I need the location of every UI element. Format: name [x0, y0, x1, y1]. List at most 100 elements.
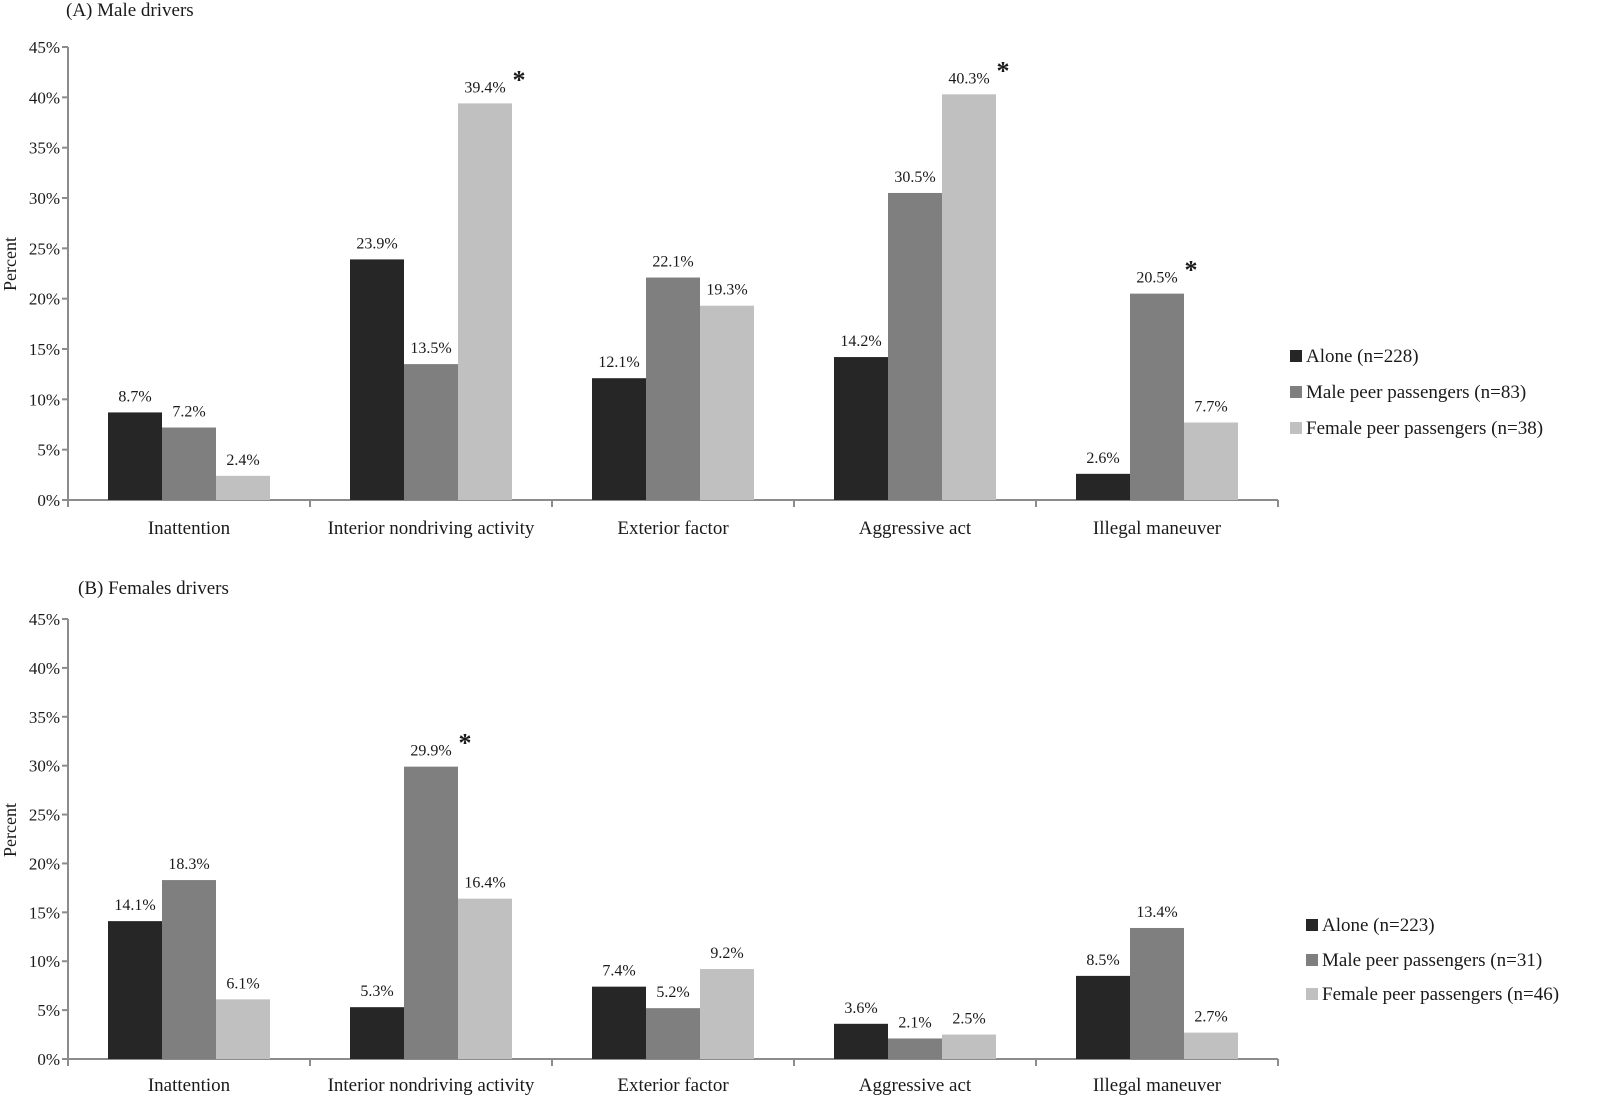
panel-a-bar-value-label: 2.4%	[226, 452, 259, 469]
panel-b-bar-value-label: 18.3%	[168, 856, 209, 873]
panel-b-bar-value-label: 9.2%	[710, 945, 743, 962]
panel-b-bar-value-label: 5.3%	[360, 983, 393, 1000]
panel-b-bar-value-label: 29.9%	[410, 743, 451, 760]
panel-a-y-tick-label: 40%	[29, 88, 60, 107]
panel-a-bar-value-label: 7.7%	[1194, 398, 1227, 415]
panel-a-legend-swatch-alone	[1290, 350, 1302, 362]
panel-b-bar-value-label: 2.5%	[952, 1011, 985, 1028]
panel-b-bar-female	[1184, 1032, 1238, 1059]
panel-a-y-tick-label: 15%	[29, 340, 60, 359]
panel-b-significance-marker: *	[459, 729, 472, 758]
panel-a-bar-value-label: 23.9%	[356, 235, 397, 252]
panel-a-bar-value-label: 22.1%	[652, 254, 693, 271]
panel-a-bar-alone	[592, 378, 646, 500]
panel-a-bar-male	[888, 192, 942, 500]
panel-b-bar-female	[216, 999, 270, 1059]
panel-b-legend-swatch-female	[1306, 988, 1318, 1000]
panel-b-bar-male	[404, 766, 458, 1059]
panel-b-y-tick-label: 20%	[29, 854, 60, 873]
panel-a-y-tick-label: 30%	[29, 189, 60, 208]
panel-a-y-tick-label: 35%	[29, 139, 60, 158]
panel-a-y-tick-label: 0%	[37, 491, 60, 510]
panel-b-bar-value-label: 8.5%	[1086, 952, 1119, 969]
panel-a-significance-marker: *	[997, 56, 1010, 85]
panel-a-y-tick-label: 5%	[37, 441, 60, 460]
panel-b-bar-value-label: 3.6%	[844, 1000, 877, 1017]
panel-b-title: (B) Females drivers	[78, 578, 229, 599]
panel-b-bar-value-label: 14.1%	[114, 897, 155, 914]
panel-b-legend-swatch-male	[1306, 954, 1318, 966]
panel-a-bar-value-label: 7.2%	[172, 404, 205, 421]
panel-b-bar-value-label: 2.1%	[898, 1014, 931, 1031]
panel-a-bar-alone	[108, 412, 162, 500]
panel-a-bar-value-label: 13.5%	[410, 340, 451, 357]
panel-a-bar-value-label: 19.3%	[706, 282, 747, 299]
panel-a-bar-value-label: 12.1%	[598, 354, 639, 371]
panel-b-y-tick-label: 40%	[29, 659, 60, 678]
panel-b-y-tick-label: 35%	[29, 708, 60, 727]
panel-a-legend-swatch-female	[1290, 422, 1302, 434]
panel-b-bar-alone	[834, 1023, 888, 1059]
panel-b-legend-label-alone: Alone (n=223)	[1322, 915, 1435, 936]
panel-b-bar-alone	[108, 921, 162, 1059]
panel-a-bar-female	[700, 305, 754, 500]
panel-a-bar-value-label: 30.5%	[894, 169, 935, 186]
panel-a-y-tick-label: 25%	[29, 239, 60, 258]
panel-b-bar-male	[162, 880, 216, 1059]
panel-b-bar-male	[888, 1038, 942, 1059]
panel-a-significance-marker: *	[1185, 256, 1198, 285]
panel-a-category-label: Exterior factor	[617, 518, 729, 539]
panel-b-legend-label-female: Female peer passengers (n=46)	[1322, 984, 1559, 1005]
panel-b-bar-alone	[350, 1007, 404, 1059]
panel-b-category-label: Interior nondriving activity	[328, 1075, 535, 1096]
panel-a-bar-value-label: 2.6%	[1086, 450, 1119, 467]
panel-b-bar-male	[1130, 927, 1184, 1059]
panel-b-y-tick-label: 25%	[29, 806, 60, 825]
panel-a-significance-marker: *	[513, 65, 526, 94]
panel-a-bar-value-label: 8.7%	[118, 388, 151, 405]
panel-a-male-drivers: (A) Male drivers Percent 0% 5% 10% 15% 20% 25…	[0, 0, 1543, 539]
panel-a-bar-male	[162, 427, 216, 500]
panel-b-y-tick-label: 10%	[29, 952, 60, 971]
panel-a-y-tick-label: 10%	[29, 390, 60, 409]
panel-b-category-label: Inattention	[148, 1075, 231, 1096]
panel-b-bar-value-label: 13.4%	[1136, 904, 1177, 921]
panel-a-bar-female	[942, 94, 996, 501]
panel-b-y-tick-label: 45%	[29, 610, 60, 629]
panel-b-bar-alone	[592, 986, 646, 1059]
panel-b-category-label: Illegal maneuver	[1093, 1075, 1222, 1096]
panel-a-bar-male	[646, 277, 700, 500]
panel-b-bar-value-label: 16.4%	[464, 875, 505, 892]
panel-a-y-tick-label: 45%	[29, 38, 60, 57]
panel-b-bar-female	[700, 969, 754, 1059]
panel-a-bar-value-label: 39.4%	[464, 79, 505, 96]
panel-a-bar-alone	[1076, 473, 1130, 500]
panel-b-y-tick-label: 30%	[29, 757, 60, 776]
panel-a-bar-value-label: 20.5%	[1136, 270, 1177, 287]
panel-a-title: (A) Male drivers	[66, 0, 194, 21]
panel-b-legend-label-male: Male peer passengers (n=31)	[1322, 950, 1542, 971]
panel-a-bar-value-label: 40.3%	[948, 70, 989, 87]
panel-b-y-tick-label: 15%	[29, 903, 60, 922]
panel-b-bar-female	[458, 898, 512, 1059]
panel-b-bar-value-label: 2.7%	[1194, 1009, 1227, 1026]
panel-b-category-label: Aggressive act	[859, 1075, 972, 1096]
panel-a-bar-value-label: 14.2%	[840, 333, 881, 350]
panel-b-bar-male	[646, 1008, 700, 1059]
panel-a-legend-label-female: Female peer passengers (n=38)	[1306, 418, 1543, 439]
panel-a-bar-female	[216, 475, 270, 500]
panel-b-legend-swatch-alone	[1306, 919, 1318, 931]
panel-a-legend-label-alone: Alone (n=228)	[1306, 346, 1419, 367]
panel-b-female-drivers: (B) Females drivers Percent 0% 5% 10% 15% 20…	[0, 578, 1559, 1096]
panel-b-bar-value-label: 7.4%	[602, 963, 635, 980]
panel-a-bar-female	[1184, 422, 1238, 500]
panel-a-category-label: Illegal maneuver	[1093, 518, 1222, 539]
panel-a-y-axis-label: Percent	[0, 237, 20, 291]
panel-a-bar-male	[1130, 293, 1184, 500]
panel-b-y-tick-label: 0%	[37, 1050, 60, 1069]
panel-b-category-label: Exterior factor	[617, 1075, 729, 1096]
panel-b-bar-alone	[1076, 975, 1130, 1059]
panel-b-y-axis-label: Percent	[0, 803, 20, 857]
panel-a-bar-female	[458, 103, 512, 500]
